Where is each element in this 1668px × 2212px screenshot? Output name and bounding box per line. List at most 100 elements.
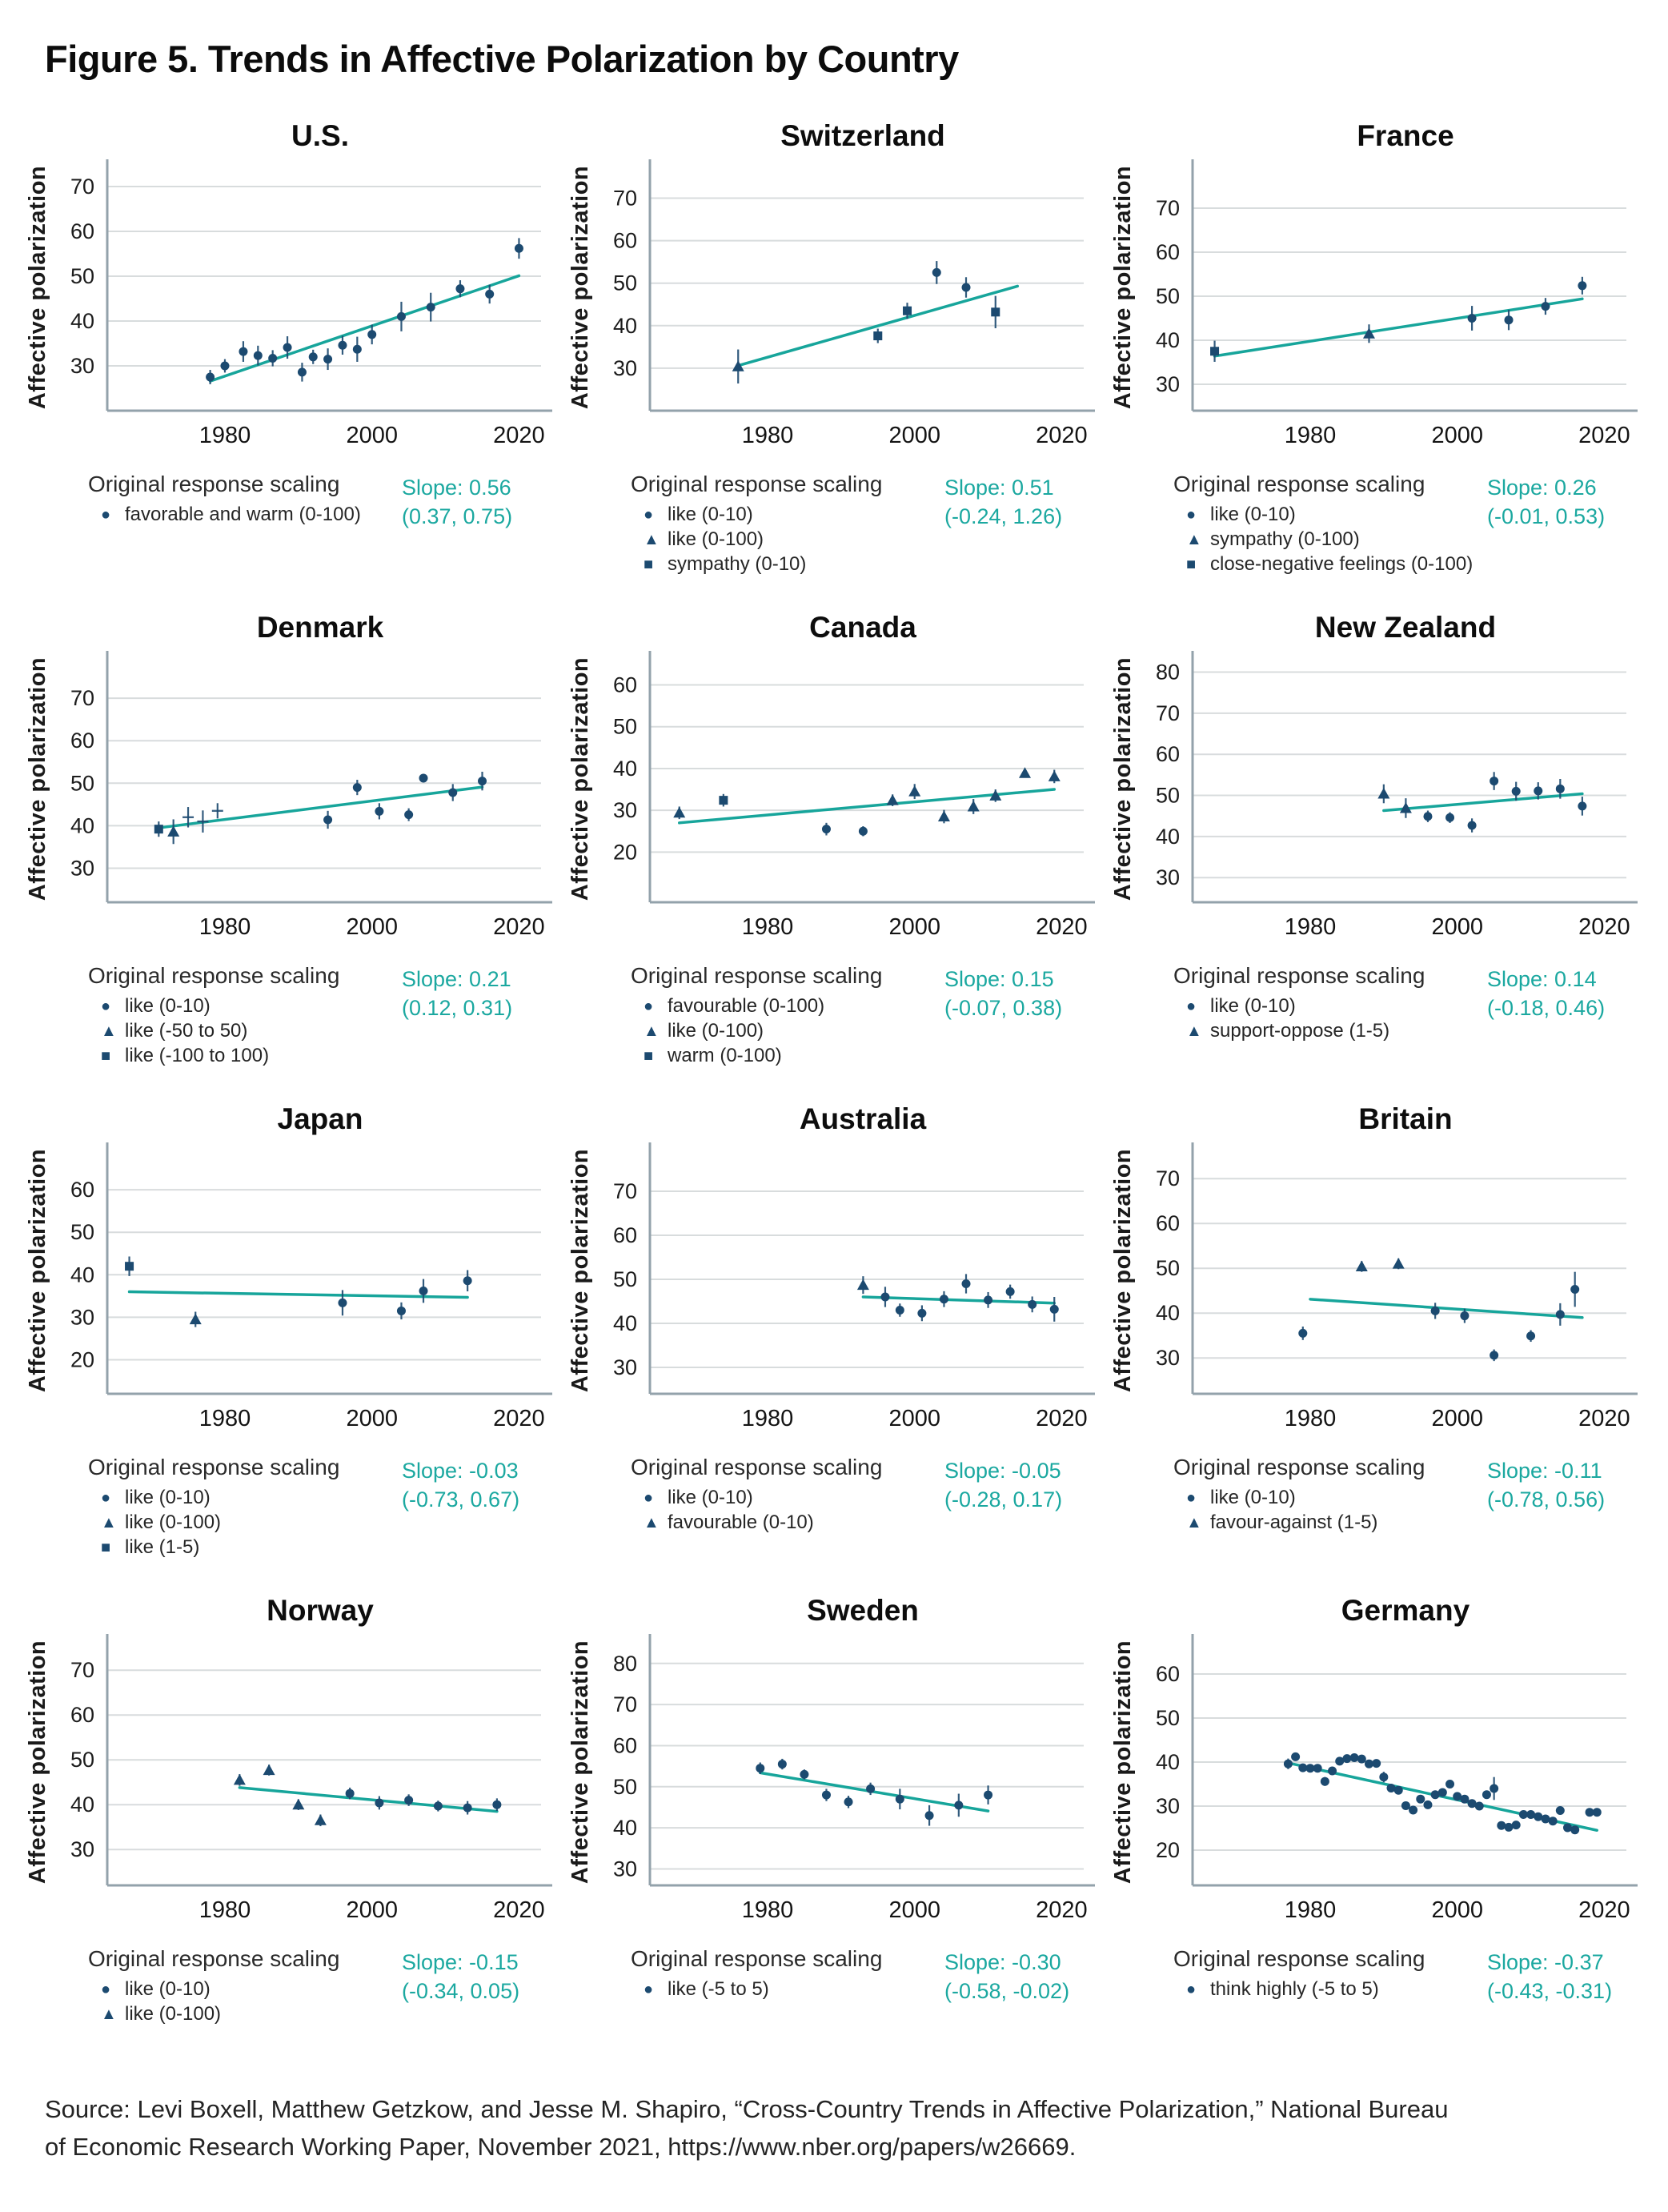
- chart-svg: 20 30 40 50 60 1980 2000 2020 Affective polariza…: [567, 651, 1095, 940]
- data-point: [1555, 1806, 1565, 1815]
- chart-svg: 30 40 50 60 70 1980 2000 2020 Affective polariza…: [25, 651, 552, 940]
- legend-item-label: like (0-100): [125, 2003, 222, 2025]
- y-tick-label: 60: [70, 1703, 94, 1727]
- trend-line: [1382, 792, 1584, 813]
- circle-marker-icon: ●: [101, 1489, 111, 1507]
- trend-line: [759, 1771, 990, 1813]
- chart-area: 30 40 50 60 70 1980 2000 2020 Affective polariza…: [18, 1629, 555, 1935]
- data-point: [984, 1790, 993, 1800]
- data-point: [1445, 1780, 1455, 1788]
- legend-item: ■ warm (0-100): [644, 1045, 944, 1067]
- y-tick-label: 70: [613, 1179, 637, 1203]
- chart-svg: 30 40 50 60 70 80 1980 2000 2020 Affective polari…: [1110, 651, 1638, 940]
- data-point: [239, 347, 248, 356]
- circle-marker-icon: ●: [1186, 1981, 1197, 1998]
- data-point: [338, 1298, 347, 1307]
- x-tick-label: 1980: [1285, 423, 1337, 448]
- y-axis-label: Affective polarization: [25, 1640, 50, 1884]
- legend-item-label: like (0-100): [125, 1511, 222, 1533]
- data-point: [1392, 1258, 1405, 1269]
- legend: Original response scaling ● like (0-10) ▲ li…: [88, 1946, 402, 2065]
- x-tick-label: 1980: [199, 423, 251, 448]
- legend: Original response scaling ● like (0-10) ▲ li…: [88, 1455, 402, 1573]
- y-axis-label: Affective polarization: [567, 1640, 593, 1884]
- data-point: [263, 1764, 275, 1776]
- data-point: [821, 1790, 831, 1800]
- data-point: [125, 1262, 134, 1271]
- legend-item: ● like (0-10): [644, 504, 944, 526]
- x-tick-label: 1980: [1285, 914, 1337, 940]
- legend-item: ▲ like (-50 to 50): [101, 1020, 402, 1042]
- chart-svg: 30 40 50 60 70 1980 2000 2020 Affective polariza…: [25, 159, 552, 448]
- x-tick-label: 2000: [1431, 1406, 1483, 1431]
- data-point: [1328, 1766, 1337, 1776]
- slope-annotation: Slope: 0.51 (-0.24, 1.26): [944, 472, 1062, 590]
- y-axis-label: Affective polarization: [1110, 166, 1136, 409]
- slope-annotation: Slope: 0.14 (-0.18, 0.46): [1487, 963, 1605, 1082]
- data-point: [1049, 1304, 1059, 1314]
- data-point: [939, 1295, 948, 1304]
- data-point: [989, 789, 1002, 801]
- y-tick-label: 70: [1156, 1166, 1180, 1190]
- y-tick-label: 40: [70, 1263, 94, 1287]
- data-point: [1511, 786, 1521, 796]
- legend-item: ▲ favourable (0-10): [644, 1511, 944, 1534]
- slope-value: Slope: -0.05: [944, 1459, 1061, 1483]
- data-point: [478, 777, 487, 786]
- slope-annotation: Slope: 0.15 (-0.07, 0.38): [944, 963, 1062, 1082]
- x-tick-label: 2020: [493, 1897, 545, 1923]
- data-point: [189, 1313, 202, 1325]
- data-point: [1526, 1331, 1536, 1341]
- circle-marker-icon: ●: [644, 998, 654, 1015]
- legend-row: Original response scaling ● like (0-10) ▲ li…: [18, 963, 560, 1082]
- legend-item-label: like (0-10): [1210, 1487, 1296, 1508]
- data-point: [1511, 1821, 1521, 1830]
- data-point: [455, 284, 465, 294]
- data-point: [1210, 347, 1220, 356]
- data-point: [253, 351, 263, 360]
- data-point: [1490, 1784, 1499, 1793]
- chart-panel-sweden: Sweden 30 40 50 60 70 80 1980 2000 2020 Affective …: [560, 1583, 1103, 2065]
- data-point: [1320, 1776, 1329, 1786]
- data-point: [1416, 1794, 1425, 1804]
- data-point: [1430, 1306, 1440, 1315]
- data-point: [1313, 1764, 1322, 1773]
- legend-item-label: like (0-100): [668, 1020, 764, 1042]
- data-point: [967, 800, 980, 812]
- y-tick-label: 50: [70, 771, 94, 795]
- legend-item-label: favourable (0-10): [668, 1511, 814, 1533]
- legend-heading: Original response scaling: [88, 1455, 340, 1479]
- x-tick-label: 1980: [742, 1406, 794, 1431]
- legend: Original response scaling ● like (0-10) ▲ sy…: [1173, 472, 1487, 590]
- legend-item: ▲ like (0-100): [644, 1020, 944, 1042]
- legend-item: ● favourable (0-100): [644, 995, 944, 1018]
- legend-item-label: like (-100 to 100): [125, 1045, 270, 1066]
- triangle-marker-icon: ▲: [1186, 531, 1202, 548]
- data-point: [1467, 314, 1477, 323]
- data-point: [673, 806, 686, 818]
- y-tick-label: 20: [70, 1348, 94, 1372]
- data-point: [1460, 1794, 1470, 1804]
- source-line-1: Source: Levi Boxell, Matthew Getzkow, an…: [45, 2095, 1449, 2123]
- y-tick-label: 30: [1156, 1346, 1180, 1370]
- data-point: [1460, 1311, 1470, 1321]
- data-point: [375, 806, 384, 816]
- legend: Original response scaling ● favourable (0-…: [631, 963, 944, 1082]
- slope-value: Slope: 0.26: [1487, 476, 1597, 500]
- legend-item-label: think highly (-5 to 5): [1210, 1978, 1379, 2000]
- data-point: [1570, 1825, 1580, 1835]
- data-point: [514, 243, 523, 253]
- legend: Original response scaling ● like (0-10) ▲ li…: [631, 472, 944, 590]
- data-point: [777, 1760, 787, 1769]
- chart-area: 20 30 40 50 60 1980 2000 2020 Affective polariza…: [560, 646, 1098, 952]
- legend-item-label: support-oppose (1-5): [1210, 1020, 1390, 1042]
- data-point: [1349, 1753, 1359, 1762]
- y-tick-label: 50: [613, 715, 637, 739]
- y-tick-label: 40: [613, 1311, 637, 1335]
- legend-item-label: favourable (0-100): [668, 995, 825, 1017]
- legend-item: ■ like (1-5): [101, 1536, 402, 1559]
- legend-item-label: warm (0-100): [668, 1045, 782, 1066]
- y-axis-label: Affective polarization: [25, 657, 50, 901]
- data-point: [903, 306, 912, 315]
- figure-title: Figure 5. Trends in Affective Polarizati…: [45, 38, 959, 80]
